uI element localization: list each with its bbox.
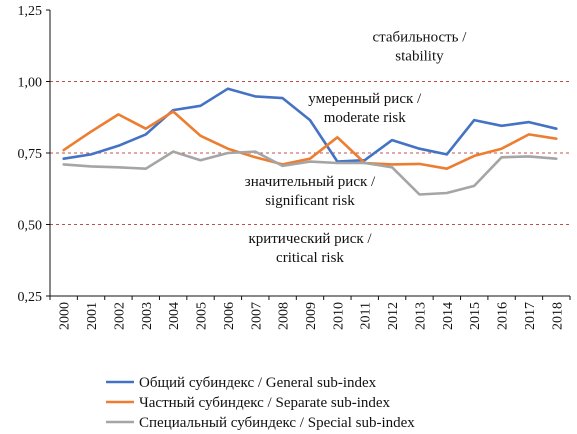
series-line-0	[62, 87, 558, 163]
x-tick-label: 2000	[58, 302, 73, 330]
x-tick-label: 2018	[550, 302, 565, 330]
x-tick-label: 2001	[85, 302, 100, 330]
x-tick-label: 2009	[304, 302, 319, 330]
legend-item-2: Специальный субиндекс / Special sub-inde…	[106, 415, 415, 431]
annotation-line: significant risk	[265, 193, 355, 209]
risk-zone-annotations: стабильность / stability умеренный риск / m…	[245, 29, 467, 266]
legend-label: Специальный субиндекс / Special sub-inde…	[139, 415, 415, 431]
x-tick-label: 2006	[222, 302, 237, 330]
annotation-line: критический риск /	[248, 231, 372, 247]
x-tick-label: 2012	[386, 302, 401, 330]
x-tick-label: 2005	[195, 302, 210, 330]
x-tick-label: 2013	[413, 302, 428, 330]
annotation-1: умеренный риск / moderate risk	[308, 91, 422, 126]
legend-label: Частный субиндекс / Separate sub-index	[139, 395, 391, 411]
x-tick-label: 2003	[140, 302, 155, 330]
x-tick-label: 2011	[359, 302, 374, 329]
y-tick-label: 0,75	[18, 147, 43, 162]
y-tick-label: 0,25	[18, 290, 43, 305]
y-tick-label: 0,50	[18, 219, 43, 234]
annotation-line: значительный риск /	[245, 174, 376, 190]
annotation-0: стабильность / stability	[373, 29, 468, 64]
x-tick-label: 2004	[167, 302, 182, 330]
annotation-line: умеренный риск /	[308, 91, 422, 107]
y-tick-label: 1,25	[18, 4, 43, 19]
x-tick-label: 2015	[468, 302, 483, 330]
x-tick-label: 2008	[277, 302, 292, 330]
legend-item-1: Частный субиндекс / Separate sub-index	[106, 395, 391, 411]
axes: 0,25 0,50 0,75 1,00 1,25 2000 2001 2002 2003 2004…	[18, 4, 571, 330]
annotation-3: критический риск / critical risk	[248, 231, 372, 266]
x-tick-label: 2017	[523, 302, 538, 330]
annotation-2: значительный риск / significant risk	[245, 174, 376, 209]
series-lines	[62, 87, 558, 196]
y-tick-label: 1,00	[18, 76, 43, 91]
annotation-line: moderate risk	[324, 110, 407, 126]
series-line-1	[62, 110, 558, 170]
x-tick-label: 2002	[112, 302, 127, 330]
x-tick-label: 2007	[249, 302, 264, 330]
legend-item-0: Общий субиндекс / General sub-index	[106, 375, 377, 391]
legend: Общий субиндекс / General sub-index Частн…	[106, 375, 415, 431]
series-line-2	[62, 150, 558, 196]
annotation-line: стабильность /	[373, 29, 468, 45]
x-tick-label: 2010	[331, 302, 346, 330]
annotation-line: stability	[395, 48, 444, 64]
x-tick-label: 2016	[496, 302, 511, 330]
annotation-line: critical risk	[276, 250, 344, 266]
legend-label: Общий субиндекс / General sub-index	[139, 375, 377, 391]
x-tick-label: 2014	[441, 302, 456, 330]
